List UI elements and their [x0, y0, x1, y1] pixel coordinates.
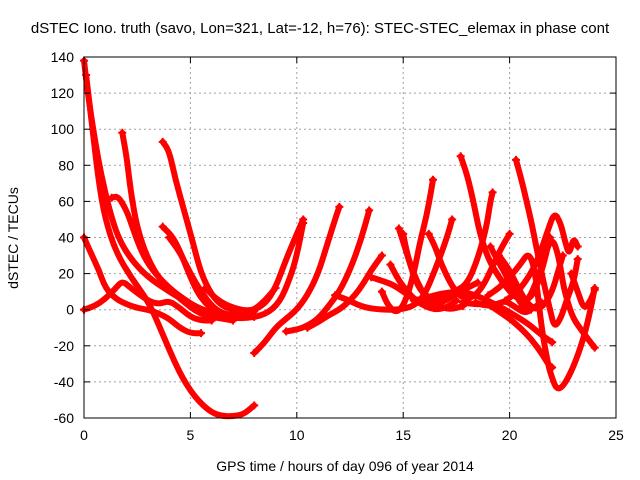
- tick-layer: 0 5 10 15 20 25 -60 -40 -20 0 20 40 60 80 100 120 140: [51, 49, 624, 443]
- series-8-marker: [158, 222, 167, 231]
- series-30-marker: [558, 251, 567, 260]
- series-18-marker: [394, 224, 403, 233]
- series-14-marker: [448, 215, 457, 224]
- series-32-marker: [590, 285, 599, 294]
- series-12-marker: [282, 327, 291, 336]
- series-27-marker: [484, 291, 493, 300]
- x-tick-label: 20: [502, 427, 518, 443]
- x-tick-label: 10: [289, 427, 305, 443]
- series-19-line: [400, 230, 466, 312]
- series-23-marker: [488, 188, 497, 197]
- series-13-line: [304, 252, 385, 331]
- series-25-marker: [471, 298, 480, 307]
- series-21-marker: [456, 152, 465, 161]
- series-11-marker: [250, 349, 259, 358]
- series-5-marker: [107, 193, 116, 202]
- y-tick-label: 140: [51, 49, 75, 65]
- series-31-line: [487, 243, 545, 312]
- series-28-line: [502, 212, 581, 304]
- y-axis-label: dSTEC / TECUs: [5, 187, 21, 289]
- y-tick-label: -40: [54, 374, 74, 390]
- series-2-line: [83, 72, 258, 420]
- series-26-marker: [573, 255, 582, 264]
- series-20-marker: [505, 229, 514, 238]
- y-tick-label: 120: [51, 85, 75, 101]
- series-17-marker: [386, 260, 395, 269]
- series-10-marker: [201, 284, 210, 293]
- series-17-marker: [452, 296, 461, 305]
- series-16-marker: [428, 175, 437, 184]
- series-2-marker: [82, 71, 91, 80]
- series-1-line: [81, 57, 258, 320]
- series-23-line: [451, 189, 496, 295]
- series-7-line: [159, 138, 258, 315]
- y-tick-label: -60: [54, 410, 74, 426]
- series-31-marker: [537, 298, 546, 307]
- x-axis-label: GPS time / hours of day 096 of year 2014: [216, 458, 474, 474]
- series-15-marker: [473, 278, 482, 287]
- y-tick-label: -20: [54, 338, 74, 354]
- series-3-marker: [197, 329, 206, 338]
- series-6-line: [119, 129, 236, 324]
- y-tick-label: 100: [51, 121, 75, 137]
- series-22-marker: [409, 296, 418, 305]
- series-3-line: [81, 234, 204, 337]
- series-4-line: [81, 279, 215, 324]
- series-14-marker: [331, 291, 340, 300]
- y-tick-label: 0: [66, 302, 74, 318]
- series-10-marker: [299, 215, 308, 224]
- series-22-line: [410, 289, 556, 346]
- series-10-line: [202, 216, 307, 314]
- series-11-line: [251, 203, 343, 356]
- series-12-line: [283, 207, 373, 335]
- series-23-marker: [450, 287, 459, 296]
- series-24-marker: [458, 298, 467, 307]
- series-32-marker: [567, 269, 576, 278]
- series-28-marker: [501, 296, 510, 305]
- series-11-marker: [335, 202, 344, 211]
- series-12-marker: [365, 206, 374, 215]
- y-tick-label: 40: [58, 230, 74, 246]
- data-series-layer: [80, 56, 599, 420]
- series-27-line: [485, 252, 598, 392]
- series-29-marker: [590, 343, 599, 352]
- series-20-marker: [424, 229, 433, 238]
- x-tick-label: 25: [608, 427, 624, 443]
- series-19-marker: [399, 229, 408, 238]
- series-13-marker: [377, 251, 386, 260]
- series-7-marker: [158, 137, 167, 146]
- series-32-line: [568, 270, 598, 310]
- chart-title: dSTEC Iono. truth (savo, Lon=321, Lat=-1…: [31, 20, 610, 37]
- y-tick-label: 80: [58, 157, 74, 173]
- y-tick-label: 60: [58, 193, 74, 209]
- series-31-marker: [486, 242, 495, 251]
- series-2-marker: [250, 401, 259, 410]
- series-13-marker: [303, 323, 312, 332]
- series-22-marker: [548, 338, 557, 347]
- x-tick-label: 15: [395, 427, 411, 443]
- series-9-marker: [165, 233, 174, 242]
- x-tick-label: 5: [187, 427, 195, 443]
- series-15-marker: [367, 273, 376, 282]
- series-26-marker: [511, 155, 520, 164]
- series-16-marker: [377, 287, 386, 296]
- x-tick-label: 0: [80, 427, 88, 443]
- series-28-marker: [573, 242, 582, 251]
- y-tick-label: 20: [58, 266, 74, 282]
- series-6-marker: [118, 128, 127, 137]
